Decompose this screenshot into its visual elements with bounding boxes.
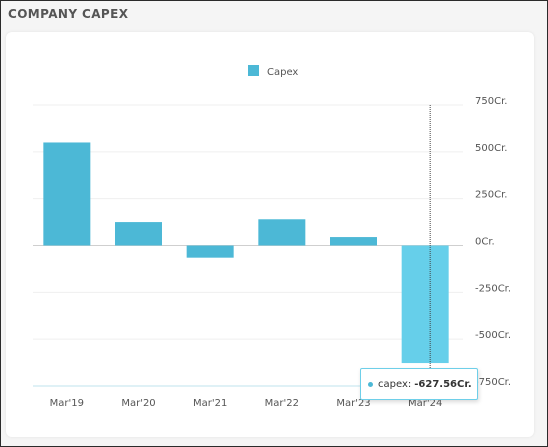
y-tick-label: -750Cr.	[475, 377, 511, 388]
x-tick-label: Mar'19	[50, 398, 84, 409]
y-tick-label: -250Cr.	[475, 283, 511, 294]
y-tick-label: -500Cr.	[475, 330, 511, 341]
tooltip-label: capex:	[378, 378, 412, 390]
bar-mar-23	[330, 237, 377, 246]
tooltip-value: -627.56Cr.	[414, 378, 472, 390]
x-tick-label: Mar'23	[336, 398, 370, 409]
legend-swatch	[248, 65, 259, 76]
bar-mar-19	[43, 142, 91, 246]
bar-mar-24	[401, 245, 449, 364]
bar-mar-21	[186, 245, 234, 258]
bar-tooltip: capex: -627.56Cr.	[360, 368, 478, 400]
legend-label: Capex	[267, 67, 298, 78]
tooltip-series-dot	[368, 381, 373, 387]
y-tick-label: 250Cr.	[475, 190, 507, 201]
bar-mar-22	[258, 219, 306, 246]
y-tick-label: 0Cr.	[475, 237, 495, 248]
x-tick-label: Mar'21	[193, 398, 227, 409]
widget-title: COMPANY CAPEX	[8, 7, 129, 21]
y-tick-label: 750Cr.	[475, 96, 507, 107]
y-tick-label: 500Cr.	[475, 143, 507, 154]
x-tick-label: Mar'24	[408, 398, 442, 409]
bar-mar-20	[115, 222, 162, 246]
x-tick-label: Mar'22	[265, 398, 299, 409]
x-tick-label: Mar'20	[121, 398, 155, 409]
